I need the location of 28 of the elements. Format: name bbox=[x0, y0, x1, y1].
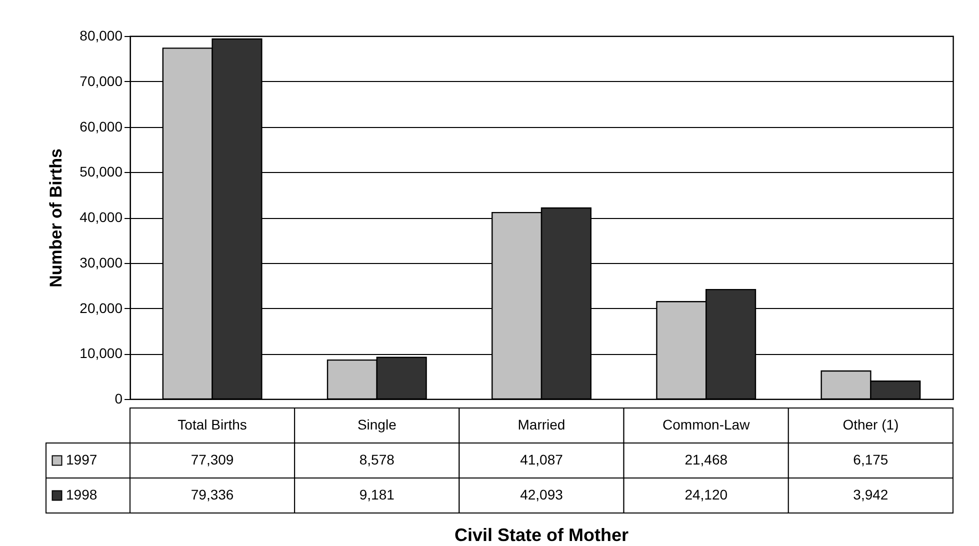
y-axis-title: Number of Births bbox=[46, 148, 66, 288]
y-tick-label: 0 bbox=[114, 390, 123, 406]
text: Civil State of Mother bbox=[454, 525, 629, 545]
data-label: 3,942 bbox=[853, 486, 888, 502]
data-label: 42,093 bbox=[520, 486, 564, 502]
data-label: 77,309 bbox=[190, 452, 234, 468]
y-tick-label: 40,000 bbox=[80, 209, 123, 225]
data-label: 41,087 bbox=[520, 452, 564, 468]
y-tick-label: 20,000 bbox=[80, 300, 123, 316]
x-tick-label: Total Births bbox=[178, 416, 247, 432]
data-label: 79,336 bbox=[190, 486, 234, 502]
y-tick-label: 80,000 bbox=[80, 28, 123, 44]
x-tick-label: Other (1) bbox=[842, 416, 899, 432]
y-tick-label: 70,000 bbox=[80, 72, 123, 89]
x-tick-label: Married bbox=[518, 416, 566, 432]
y-tick-label: 30,000 bbox=[80, 254, 123, 270]
legend-label: 1997 bbox=[66, 452, 98, 468]
y-tick-label: 50,000 bbox=[80, 164, 123, 180]
data-label: 9,181 bbox=[359, 486, 395, 502]
x-tick-label: Single bbox=[357, 416, 397, 432]
data-label: 24,120 bbox=[684, 486, 728, 502]
legend-label: 1998 bbox=[66, 486, 98, 502]
y-tick-label: 10,000 bbox=[80, 345, 123, 362]
data-label: 8,578 bbox=[359, 452, 395, 468]
y-tick-label: 60,000 bbox=[80, 118, 123, 134]
x-tick-label: Common-Law bbox=[662, 416, 751, 432]
data-label: 21,468 bbox=[684, 452, 728, 468]
data-label: 6,175 bbox=[853, 452, 888, 468]
